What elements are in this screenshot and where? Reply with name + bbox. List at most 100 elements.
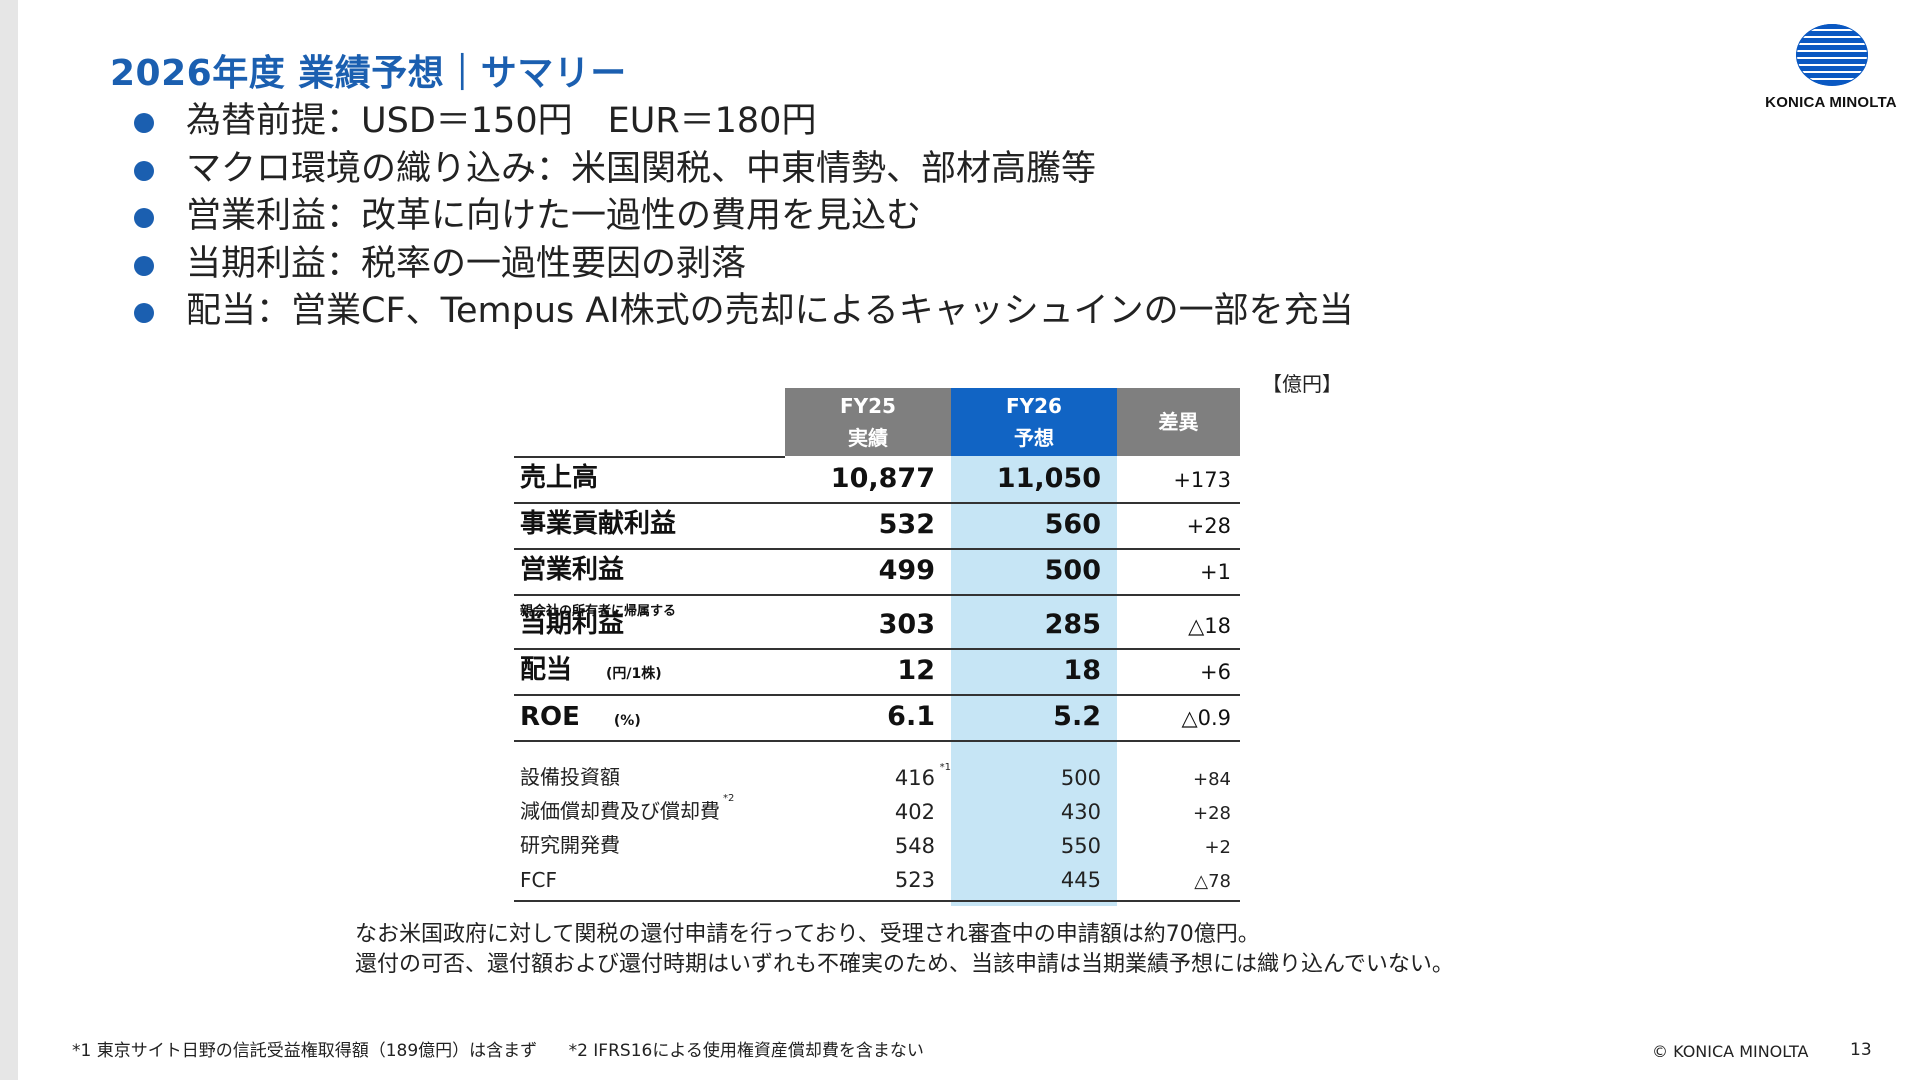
row-label-text: 配当 [520, 655, 573, 685]
row-label: 事業貢献利益 [520, 509, 677, 539]
page-title: 2026年度 業績予想｜サマリー [110, 53, 627, 94]
footnote-marker: *2 [723, 793, 735, 804]
fy25-value: 12 [897, 655, 935, 686]
diff-value: △18 [1188, 614, 1231, 638]
tariff-remark: なお米国政府に対して関税の還付申請を行っており、受理され審査中の申請額は約70億… [355, 920, 1454, 980]
fy26-value: 11,050 [996, 463, 1101, 494]
fy25-value: 402 [894, 800, 935, 824]
header-fy26-year: FY26 [1006, 394, 1062, 418]
diff-value: △78 [1194, 871, 1231, 892]
table-row-operating-profit: 営業利益 499 500 +1 [514, 550, 1240, 594]
bullet-text: 配当：営業CF、Tempus AI株式の売却によるキャッシュインの一部を充当 [186, 291, 1354, 331]
bullet-text: マクロ環境の織り込み：米国関税、中東情勢、部材高騰等 [186, 148, 1097, 189]
fy26-value: 5.2 [1053, 701, 1101, 732]
row-unit: (%) [613, 713, 641, 729]
fy26-value: 18 [1063, 655, 1101, 686]
fy26-value: 445 [1060, 868, 1101, 892]
remark-line: 還付の可否、還付額および還付時期はいずれも不確実のため、当該申請は当期業績予想に… [355, 952, 1454, 977]
table-row-sales: 売上高 10,877 11,050 +173 [514, 458, 1240, 502]
fy26-value: 430 [1060, 800, 1101, 824]
row-label-text: ROE [520, 702, 580, 732]
bullet-item: 営業利益：改革に向けた一過性の費用を見込む [134, 193, 1354, 241]
row-label: 設備投資額 [520, 765, 620, 789]
fy26-value: 550 [1060, 834, 1101, 858]
bullet-item: マクロ環境の織り込み：米国関税、中東情勢、部材高騰等 [134, 146, 1354, 194]
row-label: 減価償却費及び償却費*2 [520, 793, 735, 824]
footnote-1: *1 東京サイト日野の信託受益権取得額（189億円）は含まず [72, 1041, 538, 1061]
fy26-value: 500 [1060, 766, 1101, 790]
header-fy26-type: 予想 [1014, 426, 1054, 450]
bullet-dot-icon [134, 255, 154, 276]
header-fy26: FY26 予想 [951, 388, 1117, 456]
fy25-value: 6.1 [887, 701, 935, 732]
table-divider [514, 694, 1240, 696]
table-row-roe: ROE (%) 6.1 5.2 △0.9 [514, 696, 1240, 740]
table-row-depreciation: 減価償却費及び償却費*2 402 430 +28 [514, 793, 1240, 828]
table-divider [514, 456, 785, 458]
table-divider [514, 648, 1240, 650]
bullet-item: 為替前提：USD＝150円 EUR＝180円 [134, 98, 1354, 146]
page-number: 13 [1850, 1040, 1872, 1060]
diff-value: △0.9 [1181, 706, 1231, 730]
diff-value: +2 [1204, 837, 1231, 858]
header-fy25: FY25 実績 [785, 388, 951, 456]
row-label-text: 減価償却費及び償却費 [520, 799, 720, 823]
table-divider [514, 900, 1240, 902]
row-note: 親会社の所有者に帰属する [520, 604, 677, 619]
fy26-column-highlight [951, 388, 1117, 906]
table-row-business-profit: 事業貢献利益 532 560 +28 [514, 504, 1240, 548]
fy25-value-text: 416 [894, 766, 935, 790]
bullet-text: 為替前提：USD＝150円 EUR＝180円 [186, 101, 817, 141]
diff-value: +28 [1193, 803, 1231, 824]
row-label: 営業利益 [520, 555, 625, 585]
row-label: FCF [520, 868, 557, 892]
header-diff-label: 差異 [1158, 410, 1199, 434]
diff-value: +84 [1193, 769, 1231, 790]
footnote-marker: *1 [939, 762, 951, 773]
fy26-value: 285 [1044, 609, 1101, 640]
table-row-net-profit: 親会社の所有者に帰属する 当期利益 303 285 △18 [514, 596, 1240, 648]
header-diff: 差異 [1117, 388, 1240, 456]
table-row-capex: 設備投資額 416 *1 500 +84 [514, 760, 1240, 794]
header-fy25-year: FY25 [840, 394, 896, 418]
table-row-rnd: 研究開発費 548 550 +2 [514, 828, 1240, 862]
copyright: © KONICA MINOLTA [1652, 1042, 1809, 1061]
bullet-text: 当期利益：税率の一過性要因の剥落 [186, 243, 747, 284]
table-divider [514, 740, 1240, 742]
diff-value: +173 [1173, 468, 1231, 492]
row-label: 配当 (円/1株) [520, 649, 662, 686]
left-edge-strip [0, 0, 18, 1080]
header-fy25-type: 実績 [848, 426, 888, 450]
fy26-value: 560 [1044, 509, 1101, 540]
row-label: 当期利益 [520, 609, 625, 639]
diff-value: +6 [1200, 660, 1231, 684]
fy25-value: 499 [878, 555, 935, 586]
bullet-dot-icon [134, 160, 154, 181]
company-logo: KONICA MINOLTA [1756, 24, 1906, 124]
logo-text: KONICA MINOLTA [1765, 94, 1897, 111]
table-row-dividend: 配当 (円/1株) 12 18 +6 [514, 650, 1240, 694]
table-divider [514, 502, 1240, 504]
bullet-dot-icon [134, 303, 154, 323]
bullet-dot-icon [134, 208, 154, 228]
fy25-value: 416 *1 [785, 762, 951, 790]
diff-value: +28 [1186, 514, 1231, 538]
fy25-value: 548 [894, 834, 935, 858]
globe-logo-icon [1796, 24, 1868, 86]
unit-label: 【億円】 [1262, 372, 1342, 396]
footnotes: *1 東京サイト日野の信託受益権取得額（189億円）は含まず *2 IFRS16… [72, 1036, 950, 1061]
table-row-fcf: FCF 523 445 △78 [514, 862, 1240, 896]
fy25-value: 532 [878, 509, 935, 540]
bullet-text: 営業利益：改革に向けた一過性の費用を見込む [186, 196, 922, 236]
bullet-item: 配当：営業CF、Tempus AI株式の売却によるキャッシュインの一部を充当 [134, 288, 1354, 336]
row-label: 売上高 [520, 463, 599, 493]
fy26-value: 500 [1044, 555, 1101, 586]
fy25-value: 523 [894, 868, 935, 892]
bullet-list: 為替前提：USD＝150円 EUR＝180円 マクロ環境の織り込み：米国関税、中… [134, 98, 1354, 336]
row-label: 研究開発費 [520, 833, 620, 857]
table-divider [514, 548, 1240, 550]
row-label: ROE (%) [520, 702, 641, 732]
fy25-value: 10,877 [830, 463, 935, 494]
row-unit: (円/1株) [606, 666, 662, 682]
bullet-item: 当期利益：税率の一過性要因の剥落 [134, 241, 1354, 289]
